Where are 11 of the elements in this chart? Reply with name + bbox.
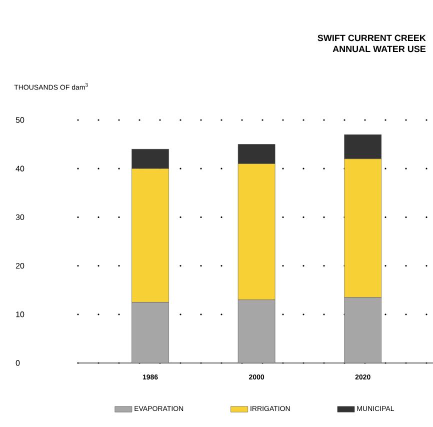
bar <box>238 300 276 363</box>
chart-title: SWIFT CURRENT CREEK <box>318 34 426 42</box>
y-tick-label: 0 <box>16 360 20 366</box>
bar <box>132 302 169 363</box>
chart-subtitle: ANNUAL WATER USE <box>332 46 426 52</box>
y-tick-label: 10 <box>16 312 24 318</box>
y-tick-label: 30 <box>16 214 24 220</box>
y-tick-label: 40 <box>16 166 24 172</box>
y-tick-label: 50 <box>16 117 24 123</box>
bar <box>344 297 382 363</box>
y-tick-label: 20 <box>16 262 24 269</box>
